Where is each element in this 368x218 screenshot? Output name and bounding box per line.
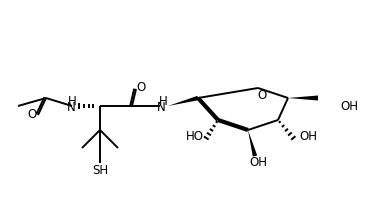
Text: N: N	[157, 100, 165, 114]
Text: OH: OH	[249, 157, 267, 170]
Polygon shape	[168, 96, 199, 106]
Text: O: O	[137, 80, 146, 94]
Text: N: N	[67, 100, 75, 114]
Text: H: H	[159, 94, 167, 107]
Text: O: O	[257, 89, 267, 102]
Text: OH: OH	[340, 99, 358, 112]
Text: OH: OH	[299, 131, 317, 143]
Polygon shape	[248, 130, 257, 157]
Text: SH: SH	[92, 164, 108, 177]
Text: HO: HO	[186, 131, 204, 143]
Text: H: H	[68, 94, 77, 107]
Text: O: O	[27, 107, 37, 121]
Polygon shape	[288, 95, 318, 100]
